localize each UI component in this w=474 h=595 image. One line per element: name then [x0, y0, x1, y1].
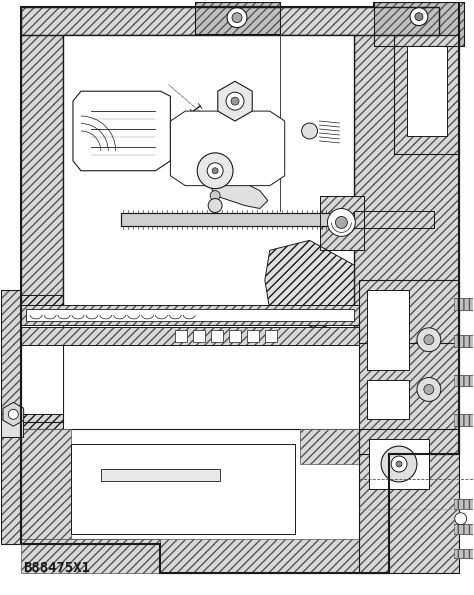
Bar [359, 280, 459, 454]
Bar [121, 212, 354, 227]
Bar [300, 429, 359, 464]
Bar [1, 290, 21, 544]
Bar [195, 2, 280, 33]
Bar [121, 212, 354, 227]
Circle shape [381, 446, 417, 482]
Bar [319, 196, 364, 250]
Bar [175, 330, 187, 342]
Circle shape [396, 461, 402, 467]
Bar [265, 330, 277, 342]
Polygon shape [170, 111, 285, 186]
Circle shape [227, 8, 247, 27]
Bar [359, 429, 459, 574]
Bar [21, 327, 359, 345]
Circle shape [417, 378, 441, 402]
Bar [71, 444, 295, 534]
Bar [454, 549, 474, 559]
Circle shape [9, 409, 18, 419]
Bar [367, 380, 409, 419]
Bar [195, 2, 280, 33]
Circle shape [415, 12, 423, 21]
Bar [21, 305, 359, 325]
Bar [21, 327, 359, 345]
Bar [369, 439, 429, 489]
Bar [354, 35, 459, 343]
Bar [374, 2, 464, 46]
Bar [101, 469, 220, 481]
Circle shape [210, 190, 220, 201]
Bar [394, 35, 459, 154]
Bar [354, 211, 434, 228]
Bar [161, 538, 389, 574]
Bar [247, 330, 259, 342]
Bar [454, 374, 474, 387]
Circle shape [455, 513, 466, 525]
Bar [374, 2, 464, 46]
Circle shape [232, 12, 242, 23]
Bar [359, 280, 459, 454]
Bar [211, 330, 223, 342]
Bar [454, 414, 474, 426]
Circle shape [417, 328, 441, 352]
Bar [21, 305, 359, 325]
Polygon shape [73, 91, 170, 171]
Text: B88475X1: B88475X1 [23, 562, 90, 575]
Circle shape [197, 153, 233, 189]
Bar [454, 298, 474, 310]
Polygon shape [21, 429, 389, 574]
Bar [407, 46, 447, 136]
Polygon shape [3, 402, 24, 426]
Bar [354, 35, 459, 343]
Bar [229, 330, 241, 342]
Bar [367, 290, 409, 369]
Circle shape [208, 199, 222, 212]
Polygon shape [210, 171, 268, 208]
Polygon shape [6, 295, 63, 439]
Bar [21, 295, 63, 439]
Bar [63, 35, 354, 328]
Bar [359, 429, 459, 574]
Bar [354, 211, 434, 228]
Circle shape [301, 123, 318, 139]
Circle shape [328, 208, 356, 236]
Polygon shape [265, 240, 354, 330]
Polygon shape [218, 82, 252, 121]
Bar [26, 309, 354, 321]
Bar [193, 330, 205, 342]
Bar [21, 35, 63, 422]
Bar [21, 429, 71, 538]
Circle shape [226, 92, 244, 110]
Bar [454, 499, 474, 509]
Circle shape [424, 384, 434, 394]
Circle shape [207, 163, 223, 178]
Bar [454, 524, 474, 534]
Bar [21, 7, 439, 35]
Circle shape [410, 8, 428, 26]
Circle shape [391, 456, 407, 472]
Bar [21, 305, 63, 414]
Bar [394, 35, 459, 154]
Circle shape [231, 97, 239, 105]
Bar [21, 538, 161, 574]
Circle shape [212, 168, 218, 174]
Bar [21, 7, 439, 35]
Circle shape [336, 217, 347, 228]
Bar [1, 419, 23, 437]
Bar [319, 196, 364, 250]
Circle shape [424, 335, 434, 345]
Bar [454, 335, 474, 347]
Bar [21, 35, 63, 422]
